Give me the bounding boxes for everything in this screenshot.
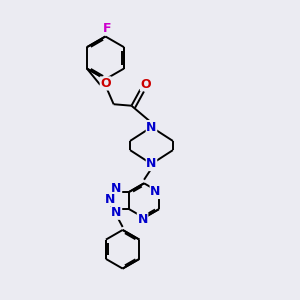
Text: N: N xyxy=(137,213,148,226)
Text: N: N xyxy=(111,182,122,195)
Text: N: N xyxy=(146,158,157,170)
Text: O: O xyxy=(140,77,151,91)
Text: N: N xyxy=(111,206,122,219)
Text: F: F xyxy=(103,22,111,34)
Text: N: N xyxy=(146,121,157,134)
Text: N: N xyxy=(150,185,161,198)
Text: O: O xyxy=(100,77,111,90)
Text: N: N xyxy=(105,193,115,206)
